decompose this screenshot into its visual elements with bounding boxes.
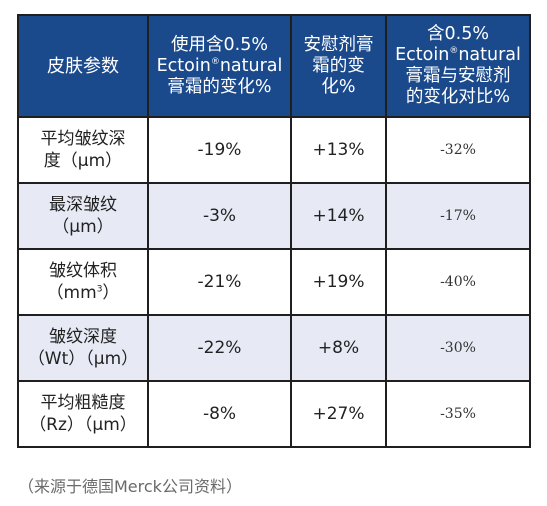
cubic-superscript: 3 xyxy=(96,284,103,295)
header-ectoin-change: 使用含0.5% Ectoin®natural 膏霜的变化% xyxy=(147,14,292,118)
table-row: 皱纹体积 （mm3） -21% +19% -40% xyxy=(17,248,531,316)
header-ectoin-line1: 使用含0.5% xyxy=(171,34,268,55)
parameter-name-line1: 皱纹深度 xyxy=(49,327,117,347)
header-comparison: 含0.5% Ectoin®natural 膏霜与安慰剂 的变化对比% xyxy=(385,14,531,118)
header-comparison-line4: 的变化对比% xyxy=(405,87,511,107)
parameter-name-line2: （Rz）（μm） xyxy=(29,415,137,435)
comparison-cell: -30% xyxy=(385,314,531,382)
parameter-name-line1: 皱纹体积 xyxy=(49,261,117,281)
comparison-cell: -17% xyxy=(385,182,531,250)
header-comparison-line2: Ectoin®natural xyxy=(391,45,525,66)
ectoin-change-cell: -21% xyxy=(147,248,292,316)
parameter-name-line1: 平均粗糙度 xyxy=(40,393,126,413)
header-placebo-line3: 化% xyxy=(321,76,356,97)
parameter-name-line1: 平均皱纹深 xyxy=(40,129,126,149)
ectoin-change-cell: -19% xyxy=(147,116,292,184)
table-row: 平均皱纹深 度（μm） -19% +13% -32% xyxy=(17,116,531,184)
parameter-unit-prefix: （mm xyxy=(46,283,97,303)
comparison-cell: -40% xyxy=(385,248,531,316)
table-row: 皱纹深度 （Wt）（μm） -22% +8% -30% xyxy=(17,314,531,382)
ectoin-change-cell: -8% xyxy=(147,380,292,448)
header-ectoin-brand: Ectoin xyxy=(156,55,211,76)
header-comparison-line1: 含0.5% xyxy=(427,24,489,44)
comparison-cell: -35% xyxy=(385,380,531,448)
registered-mark: ® xyxy=(210,56,220,67)
header-ectoin-brand-suffix: natural xyxy=(219,55,283,76)
table-row: 平均粗糙度 （Rz）（μm） -8% +27% -35% xyxy=(17,380,531,448)
header-skin-parameter-text: 皮肤参数 xyxy=(47,55,119,77)
placebo-change-cell: +27% xyxy=(290,380,387,448)
ectoin-change-cell: -3% xyxy=(147,182,292,250)
header-row: 皮肤参数 使用含0.5% Ectoin®natural 膏霜的变化% 安慰剂膏 … xyxy=(17,14,531,118)
header-placebo-line1: 安慰剂膏 xyxy=(303,34,374,55)
header-placebo-line2: 霜的变 xyxy=(312,55,365,76)
header-ectoin-line3: 膏霜的变化% xyxy=(167,76,272,97)
table-row: 最深皱纹 （μm） -3% +14% -17% xyxy=(17,182,531,250)
parameter-name-line2: （μm） xyxy=(52,217,114,237)
parameter-name-line2: （mm3） xyxy=(23,282,143,304)
parameter-name-line1: 最深皱纹 xyxy=(49,195,117,215)
parameter-name-line2: 度（μm） xyxy=(43,151,123,171)
registered-mark: ® xyxy=(449,46,459,57)
skin-parameter-table: 皮肤参数 使用含0.5% Ectoin®natural 膏霜的变化% 安慰剂膏 … xyxy=(17,14,531,448)
header-placebo-change: 安慰剂膏 霜的变 化% xyxy=(290,14,387,118)
parameter-name-cell: 最深皱纹 （μm） xyxy=(17,182,149,250)
source-note: （来源于德国Merck公司资料） xyxy=(18,477,242,496)
comparison-cell: -32% xyxy=(385,116,531,184)
header-comparison-brand-suffix: natural xyxy=(458,45,521,65)
parameter-unit-suffix: ） xyxy=(102,283,120,303)
placebo-change-cell: +13% xyxy=(290,116,387,184)
parameter-name-cell: 皱纹深度 （Wt）（μm） xyxy=(17,314,149,382)
parameter-name-cell: 平均皱纹深 度（μm） xyxy=(17,116,149,184)
parameter-name-line2: （Wt）（μm） xyxy=(27,349,139,369)
header-ectoin-line2: Ectoin®natural xyxy=(153,56,286,77)
placebo-change-cell: +19% xyxy=(290,248,387,316)
header-skin-parameter: 皮肤参数 xyxy=(17,14,149,118)
placebo-change-cell: +8% xyxy=(290,314,387,382)
placebo-change-cell: +14% xyxy=(290,182,387,250)
parameter-name-cell: 平均粗糙度 （Rz）（μm） xyxy=(17,380,149,448)
ectoin-change-cell: -22% xyxy=(147,314,292,382)
header-comparison-line3: 膏霜与安慰剂 xyxy=(405,66,511,86)
parameter-name-cell: 皱纹体积 （mm3） xyxy=(17,248,149,316)
header-comparison-brand: Ectoin xyxy=(395,45,450,65)
